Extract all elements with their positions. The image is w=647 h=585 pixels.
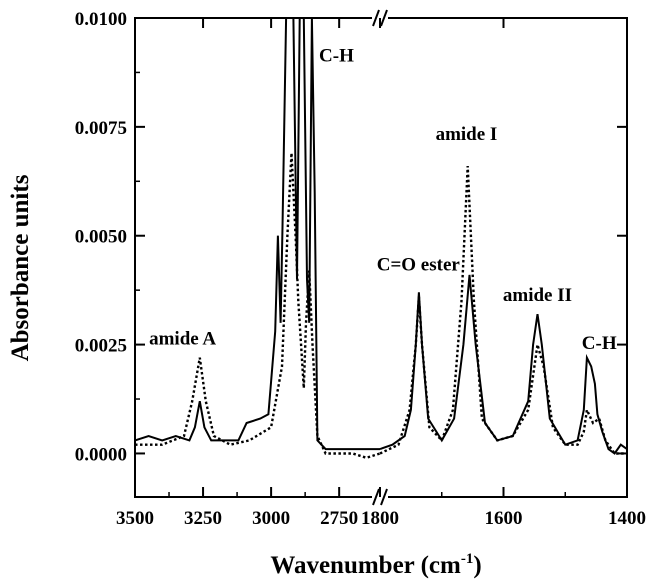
- series-line-dotted-1: [135, 152, 381, 460]
- x-tick-label: 3250: [184, 508, 222, 529]
- x-tick-label: 1800: [361, 508, 399, 529]
- peak-annotation: C-H: [582, 333, 617, 354]
- series-line-dotted-2: [379, 166, 627, 455]
- x-tick-label: 3000: [252, 508, 290, 529]
- peak-annotation: C=O ester: [377, 255, 461, 276]
- peak-annotation: amide II: [503, 285, 572, 306]
- peak-annotation: C-H: [319, 46, 354, 67]
- x-axis-title-superscript: -1: [461, 551, 474, 567]
- x-tick-label: 1400: [608, 508, 646, 529]
- axis-break-mark: [372, 488, 380, 506]
- y-tick-label: 0.0000: [75, 444, 127, 465]
- axis-break-mark: [380, 488, 388, 506]
- y-axis-title: Absorbance units: [7, 174, 34, 361]
- axis-break-mark: [372, 9, 380, 27]
- y-tick-label: 0.0050: [75, 227, 127, 248]
- x-tick-label: 3500: [116, 508, 154, 529]
- x-axis-title: Wavenumber (cm-1): [270, 551, 481, 579]
- x-tick-label: 1600: [485, 508, 523, 529]
- axis-break-mark: [380, 9, 388, 27]
- plot-area: [135, 18, 627, 460]
- x-axis-title-suffix: ): [473, 552, 481, 579]
- peak-annotation: amide A: [149, 329, 216, 350]
- y-tick-label: 0.0075: [75, 118, 127, 139]
- series-line-solid-2: [379, 274, 627, 455]
- y-tick-label: 0.0100: [75, 9, 127, 30]
- axes: 0.0000 0.0025 0.0050 0.0075 0.0100 3500 3250 30…: [75, 9, 646, 529]
- y-tick-label: 0.0025: [75, 336, 127, 357]
- x-tick-label: 2750: [320, 508, 358, 529]
- series-line-solid-1: [135, 18, 380, 451]
- peak-annotation: amide I: [436, 124, 498, 145]
- x-axis-title-main: Wavenumber (cm: [270, 552, 461, 579]
